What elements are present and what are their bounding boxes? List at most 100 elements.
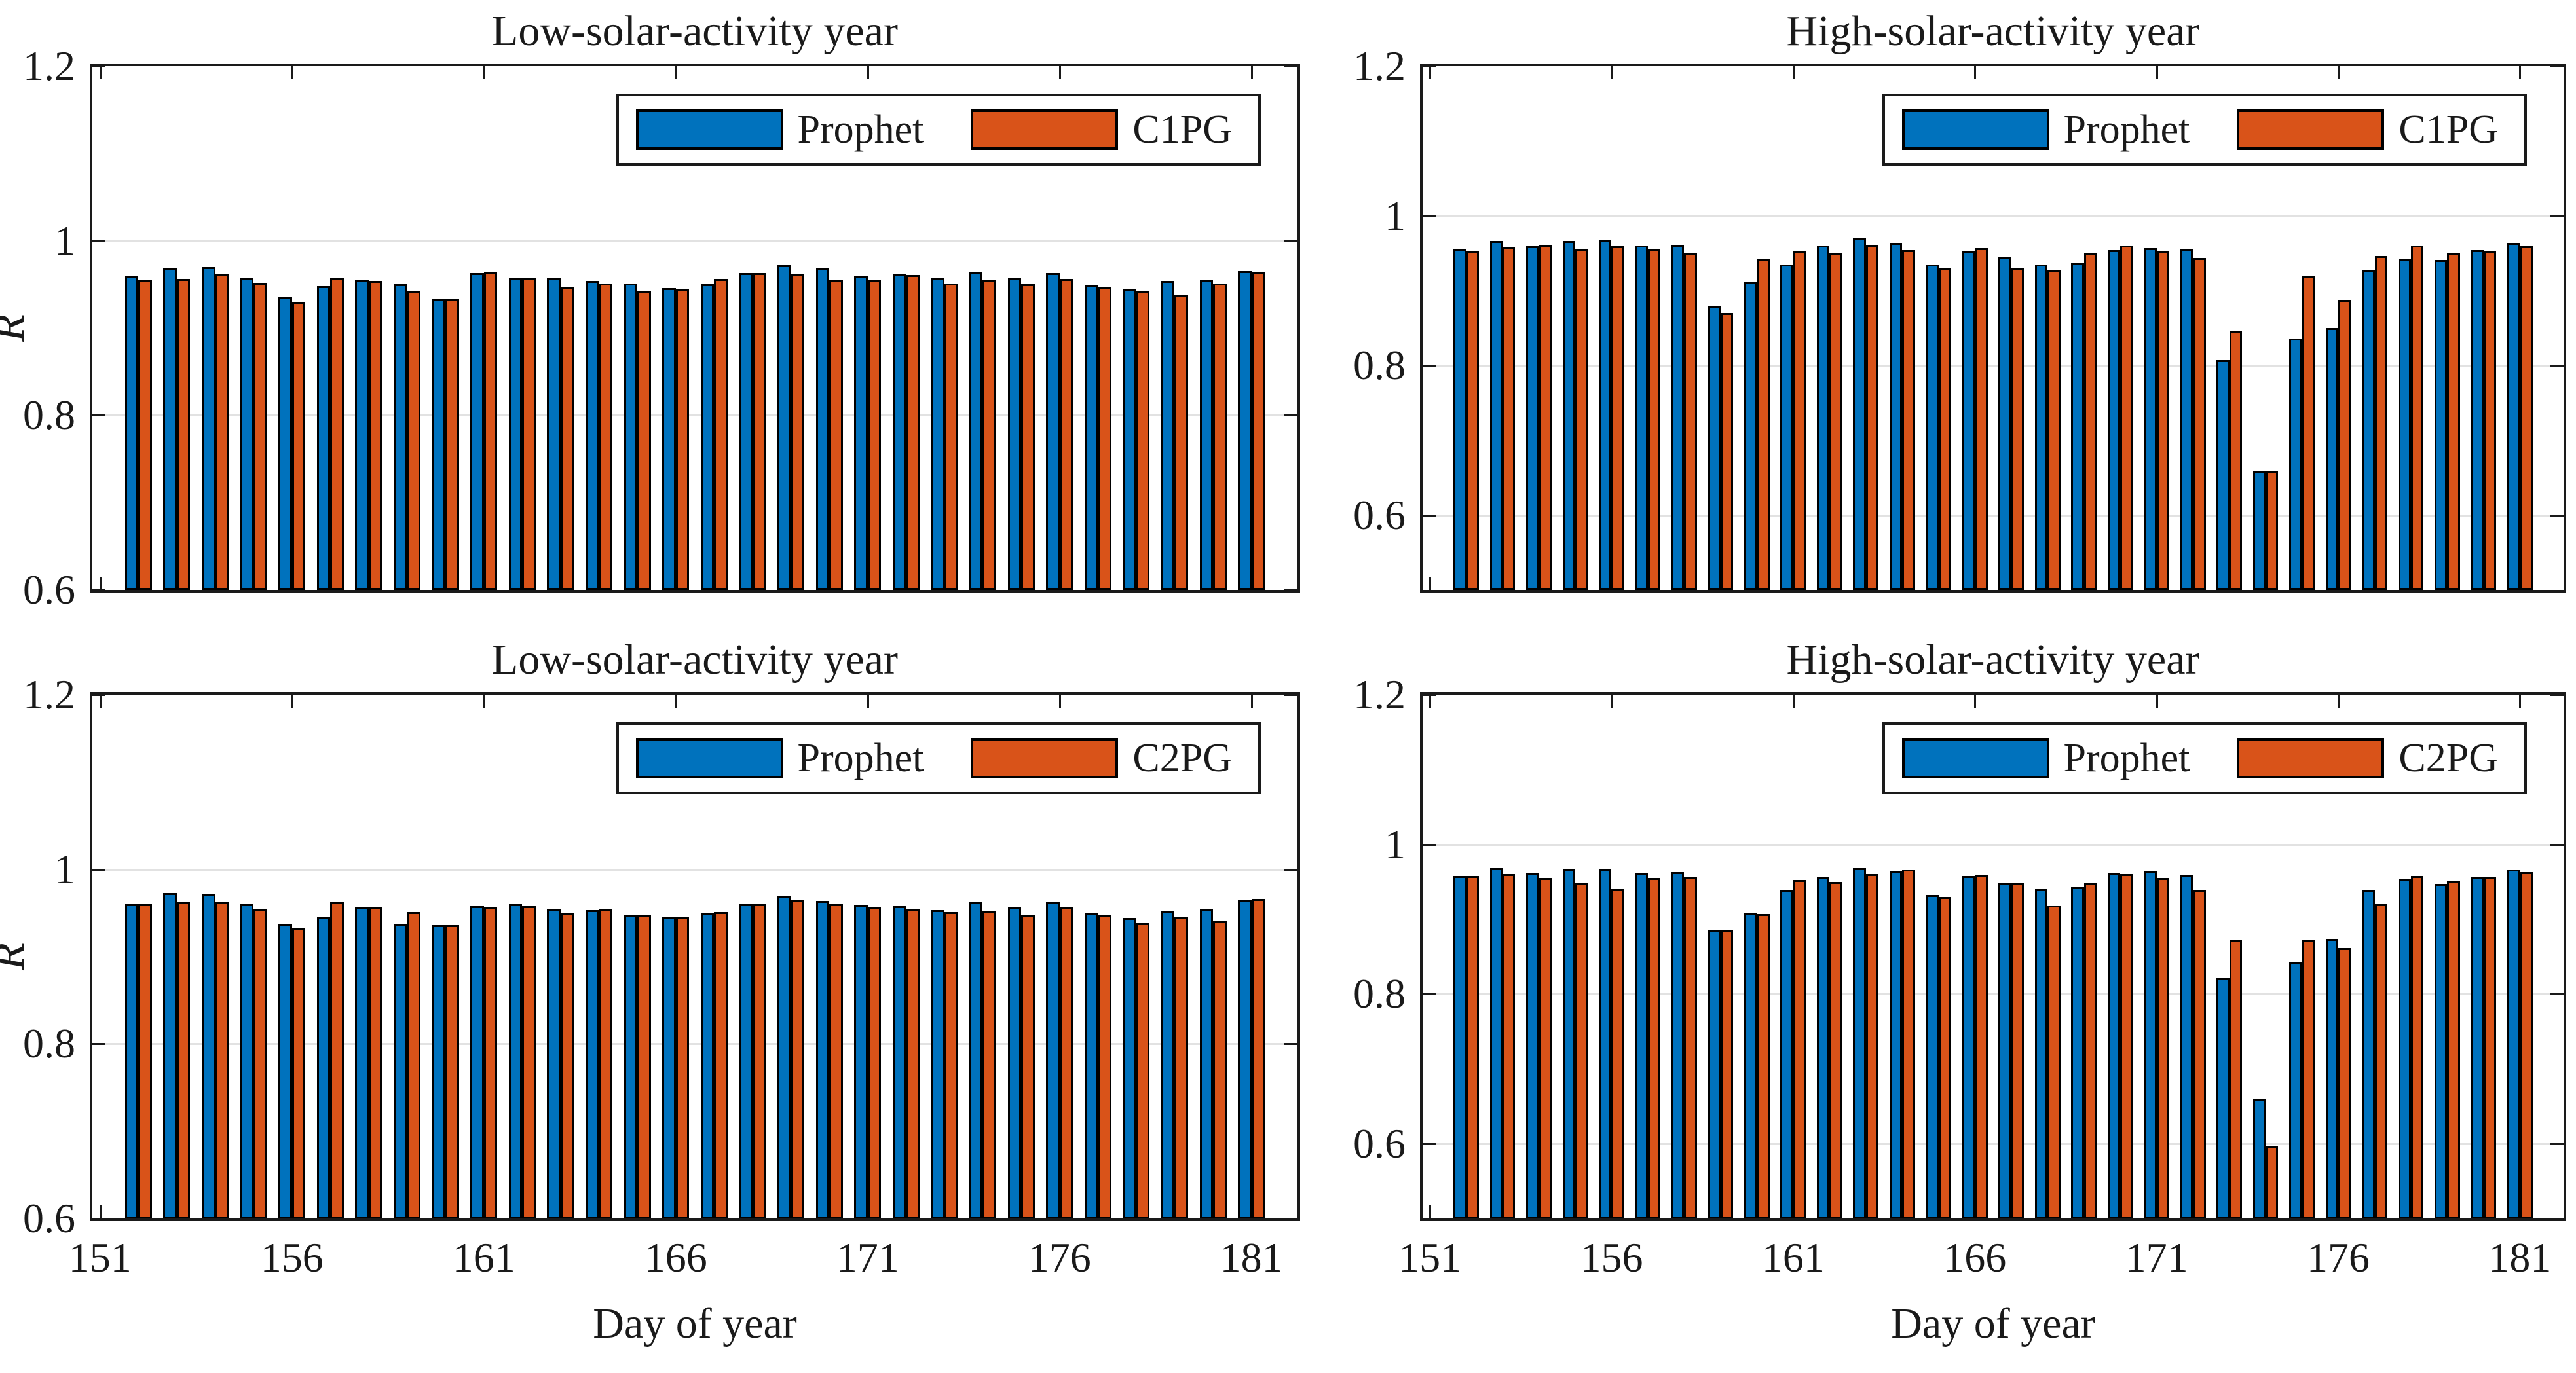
bar-prophet-day-152 xyxy=(1453,875,1466,1218)
bar-prophet-day-180 xyxy=(2471,250,2484,590)
bar-prophet-day-154 xyxy=(202,894,215,1218)
bar-prophet-day-177 xyxy=(2362,890,2375,1218)
bar-prophet-day-166 xyxy=(662,917,676,1218)
bar-c1pg-day-159 xyxy=(407,290,420,590)
bar-c1pg-day-174 xyxy=(2266,471,2279,590)
y-tick xyxy=(1284,240,1297,242)
legend-label-c2pg: C2PG xyxy=(1132,736,1232,780)
bar-c2pg-day-174 xyxy=(2266,1146,2279,1218)
y-tick-label: 0.8 xyxy=(1353,970,1406,1017)
x-tick xyxy=(483,66,485,79)
bar-c1pg-day-180 xyxy=(2483,251,2497,590)
bar-prophet-day-179 xyxy=(1161,281,1175,590)
y-tick-label: 0.8 xyxy=(23,1020,75,1067)
bar-c1pg-day-153 xyxy=(176,279,191,590)
bar-c1pg-day-176 xyxy=(1059,279,1073,590)
bar-prophet-day-155 xyxy=(240,278,254,590)
bar-c1pg-day-172 xyxy=(2193,257,2206,590)
bar-prophet-day-170 xyxy=(815,268,830,590)
x-tick xyxy=(1058,66,1061,79)
y-tick xyxy=(2550,1143,2564,1145)
y-tick xyxy=(92,589,105,591)
gridline-y-0.8 xyxy=(1423,993,2564,996)
bar-c1pg-day-174 xyxy=(982,280,996,590)
x-tick-label: 161 xyxy=(452,1234,515,1281)
bar-c2pg-day-161 xyxy=(1793,880,1806,1218)
bar-prophet-day-164 xyxy=(585,281,599,590)
bar-c1pg-day-157 xyxy=(1647,248,1661,590)
y-axis-label: R xyxy=(0,314,33,342)
bar-c1pg-day-169 xyxy=(2083,253,2097,590)
bar-prophet-day-181 xyxy=(2507,870,2520,1218)
bar-c2pg-day-170 xyxy=(829,903,843,1218)
bar-prophet-day-158 xyxy=(1671,245,1685,590)
x-tick-label: 181 xyxy=(2488,1234,2552,1281)
bar-prophet-day-172 xyxy=(892,906,906,1218)
bar-prophet-day-157 xyxy=(1635,246,1648,590)
bar-c2pg-day-161 xyxy=(483,907,498,1218)
bar-c1pg-day-158 xyxy=(368,281,383,590)
bar-c2pg-day-153 xyxy=(1503,874,1516,1218)
x-tick-label: 151 xyxy=(68,1234,132,1281)
bar-c1pg-day-179 xyxy=(2447,253,2460,590)
x-tick xyxy=(675,66,677,79)
x-tick-label: 166 xyxy=(644,1234,707,1281)
bar-c1pg-day-162 xyxy=(1829,253,1842,590)
bar-prophet-day-175 xyxy=(1007,907,1022,1218)
bar-prophet-day-174 xyxy=(969,902,983,1218)
bar-c1pg-day-173 xyxy=(944,284,958,590)
bar-c1pg-day-178 xyxy=(1136,290,1150,590)
x-tick-label: 161 xyxy=(1761,1234,1825,1281)
bar-c1pg-day-168 xyxy=(752,273,766,590)
y-tick-label: 1.2 xyxy=(1353,43,1406,89)
bar-c2pg-day-153 xyxy=(176,902,191,1218)
bar-prophet-day-160 xyxy=(432,298,446,590)
bar-c1pg-day-160 xyxy=(1757,258,1770,590)
bar-prophet-day-181 xyxy=(1238,271,1252,590)
bar-c1pg-day-165 xyxy=(1938,268,1952,590)
bar-c2pg-day-159 xyxy=(1720,930,1734,1218)
x-tick xyxy=(99,695,102,708)
y-tick xyxy=(92,240,105,242)
legend-swatch-prophet xyxy=(635,738,783,778)
bar-prophet-day-171 xyxy=(2144,871,2157,1218)
bar-prophet-day-158 xyxy=(355,907,369,1218)
y-tick-label: 0.6 xyxy=(23,1195,75,1241)
bar-c2pg-day-177 xyxy=(1098,915,1111,1218)
y-tick-label: 0.8 xyxy=(23,392,75,439)
bar-prophet-day-169 xyxy=(777,265,791,590)
bar-c2pg-day-157 xyxy=(1647,878,1661,1218)
legend-swatch-c1pg xyxy=(2237,109,2385,150)
legend-swatch-prophet xyxy=(1901,738,2049,778)
bar-prophet-day-166 xyxy=(662,287,676,590)
bar-prophet-day-175 xyxy=(2289,962,2302,1218)
gridline-y-0.6 xyxy=(1423,514,2564,517)
bar-prophet-day-164 xyxy=(1889,242,1903,590)
bar-prophet-day-152 xyxy=(1453,249,1466,590)
legend-label-c1pg: C1PG xyxy=(1132,107,1232,152)
bar-c1pg-day-171 xyxy=(867,280,882,590)
bar-prophet-day-160 xyxy=(1744,282,1757,590)
bar-prophet-day-167 xyxy=(700,284,715,590)
x-tick xyxy=(291,66,293,79)
x-tick-label: 171 xyxy=(836,1234,899,1281)
bar-prophet-day-165 xyxy=(624,915,638,1218)
bar-prophet-day-170 xyxy=(2107,873,2121,1218)
y-tick xyxy=(92,868,105,871)
legend-label-c2pg: C2PG xyxy=(2399,736,2498,780)
bar-prophet-day-175 xyxy=(1007,278,1022,590)
bar-c1pg-day-181 xyxy=(2520,246,2533,590)
bar-c1pg-day-171 xyxy=(2156,251,2170,590)
bar-c1pg-day-176 xyxy=(2338,299,2351,590)
bar-c2pg-day-175 xyxy=(2302,939,2315,1218)
bar-c1pg-day-156 xyxy=(1611,246,1624,590)
x-tick xyxy=(1058,695,1061,708)
bar-prophet-day-164 xyxy=(1889,871,1903,1218)
bar-c1pg-day-167 xyxy=(2011,268,2025,590)
y-axis-label: R xyxy=(0,943,33,970)
bar-c2pg-day-179 xyxy=(1174,917,1188,1218)
bar-c2pg-day-167 xyxy=(714,912,728,1218)
bar-prophet-day-175 xyxy=(2289,339,2302,590)
x-axis-label: Day of year xyxy=(1891,1300,2095,1347)
bar-prophet-day-161 xyxy=(1780,264,1793,590)
